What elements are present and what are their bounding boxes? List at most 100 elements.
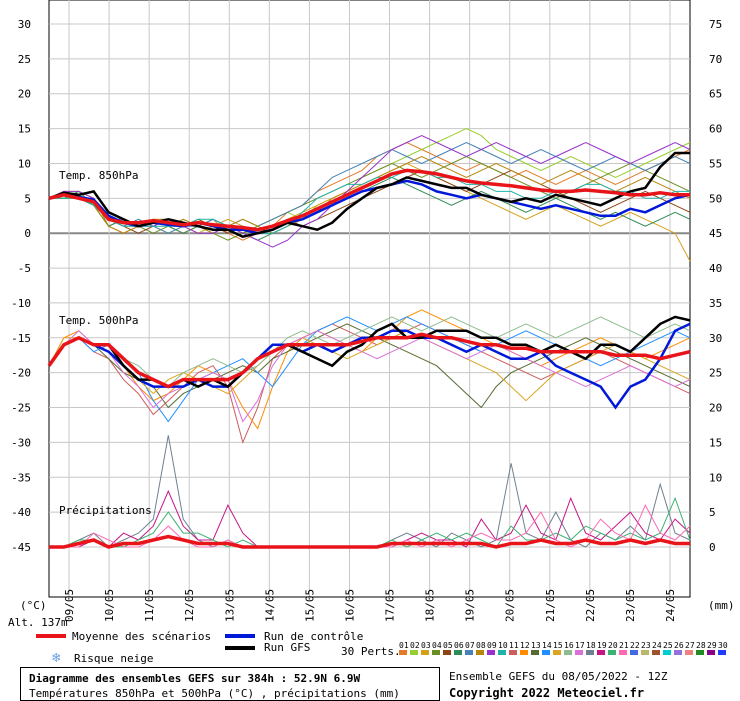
right-tick-label: 75 xyxy=(709,18,722,31)
pert-swatch xyxy=(707,650,715,655)
pert-swatch xyxy=(652,650,660,655)
pert-swatch xyxy=(476,650,484,655)
snowflake-icon: ❄ xyxy=(52,650,61,666)
x-tick-label: 22/05 xyxy=(584,589,597,622)
member-line-t500 xyxy=(48,330,691,423)
member-line-t500 xyxy=(48,309,691,430)
t850-panel-label: Temp. 850hPa xyxy=(59,169,139,182)
pert-number: 18 xyxy=(586,641,596,650)
left-tick-label: -10 xyxy=(11,297,31,310)
left-tick-label: 30 xyxy=(18,18,31,31)
legend-mean-label: Moyenne des scénarios xyxy=(72,630,212,643)
right-tick-label: 40 xyxy=(709,262,722,275)
left-tick-label: 0 xyxy=(24,227,31,240)
legend-mean-swatch xyxy=(36,634,66,638)
plot-area xyxy=(48,0,691,598)
pert-number: 30 xyxy=(718,641,728,650)
pert-swatch xyxy=(619,650,627,655)
pert-swatch xyxy=(630,650,638,655)
pert-swatch xyxy=(586,650,594,655)
precip-panel-label: Précipitations xyxy=(59,504,152,517)
right-tick-label: 25 xyxy=(709,367,722,380)
member-line-t850 xyxy=(48,135,691,248)
left-tick-label: -30 xyxy=(11,436,31,449)
pert-number: 03 xyxy=(421,641,431,650)
pert-number: 14 xyxy=(542,641,552,650)
pert-swatch xyxy=(663,650,671,655)
pert-swatch xyxy=(608,650,616,655)
right-tick-label: 50 xyxy=(709,192,722,205)
pert-number: 12 xyxy=(520,641,530,650)
right-tick-label: 55 xyxy=(709,157,722,170)
x-tick-label: 12/05 xyxy=(183,589,196,622)
legend-perts-label: 30 Perts. xyxy=(341,645,401,658)
pert-swatch xyxy=(432,650,440,655)
x-tick-label: 23/05 xyxy=(624,589,637,622)
x-tick-label: 20/05 xyxy=(504,589,517,622)
pert-swatch xyxy=(718,650,726,655)
x-tick-label: 11/05 xyxy=(143,589,156,622)
x-tick-label: 14/05 xyxy=(263,589,276,622)
main-lines xyxy=(47,151,691,549)
right-tick-label: 60 xyxy=(709,123,722,136)
pert-number: 05 xyxy=(443,641,453,650)
x-tick-label: 10/05 xyxy=(103,589,116,622)
left-axis-unit: (°C) xyxy=(20,599,47,612)
legend-control-label: Run de contrôle xyxy=(264,630,364,643)
altitude-label: Alt. 137m xyxy=(8,616,68,629)
pert-swatch xyxy=(410,650,418,655)
right-tick-label: 0 xyxy=(709,541,716,554)
x-tick-label: 17/05 xyxy=(384,589,397,622)
pert-number: 17 xyxy=(575,641,585,650)
pert-number: 19 xyxy=(597,641,607,650)
mean-line-precip xyxy=(49,534,690,549)
pert-number: 29 xyxy=(707,641,717,650)
left-tick-label: -20 xyxy=(11,367,31,380)
copyright: Copyright 2022 Meteociel.fr xyxy=(449,686,645,700)
right-tick-label: 10 xyxy=(709,471,722,484)
x-tick-label: 13/05 xyxy=(223,589,236,622)
mean-line-t500 xyxy=(47,332,691,389)
legend-gfs-swatch xyxy=(225,646,255,650)
pert-number: 07 xyxy=(465,641,475,650)
member-line-t850 xyxy=(49,169,690,234)
pert-number: 13 xyxy=(531,641,541,650)
pert-swatch xyxy=(443,650,451,655)
left-tick-label: -5 xyxy=(18,262,31,275)
pert-number: 21 xyxy=(619,641,629,650)
pert-swatch xyxy=(498,650,506,655)
pert-number: 16 xyxy=(564,641,574,650)
pert-number: 08 xyxy=(476,641,486,650)
left-tick-label: 25 xyxy=(18,53,31,66)
left-tick-label: 15 xyxy=(18,123,31,136)
left-tick-label: 5 xyxy=(24,192,31,205)
pert-swatch xyxy=(421,650,429,655)
x-tick-label: 15/05 xyxy=(303,589,316,622)
x-tick-label: 21/05 xyxy=(544,589,557,622)
pert-number: 26 xyxy=(674,641,684,650)
pert-swatch xyxy=(487,650,495,655)
legend-gfs-label: Run GFS xyxy=(264,641,311,654)
left-tick-label: -40 xyxy=(11,506,31,519)
right-tick-label: 30 xyxy=(709,332,722,345)
pert-swatch xyxy=(641,650,649,655)
left-tick-label: -35 xyxy=(11,471,31,484)
pert-swatch xyxy=(520,650,528,655)
mean-line-t850 xyxy=(48,168,690,232)
x-tick-label: 18/05 xyxy=(424,589,437,622)
pert-number: 11 xyxy=(509,641,519,650)
pert-number: 02 xyxy=(410,641,420,650)
pert-swatch xyxy=(685,650,693,655)
pert-swatch xyxy=(597,650,605,655)
ensemble-credit: Ensemble GEFS du 08/05/2022 - 12Z xyxy=(449,670,668,683)
right-tick-label: 65 xyxy=(709,88,722,101)
left-tick-label: -15 xyxy=(11,332,31,345)
right-tick-label: 45 xyxy=(709,227,722,240)
pert-number: 04 xyxy=(432,641,442,650)
pert-swatch xyxy=(564,650,572,655)
pert-swatch xyxy=(696,650,704,655)
member-line-t500 xyxy=(48,323,691,409)
info-box: Diagramme des ensembles GEFS sur 384h : … xyxy=(20,667,440,701)
